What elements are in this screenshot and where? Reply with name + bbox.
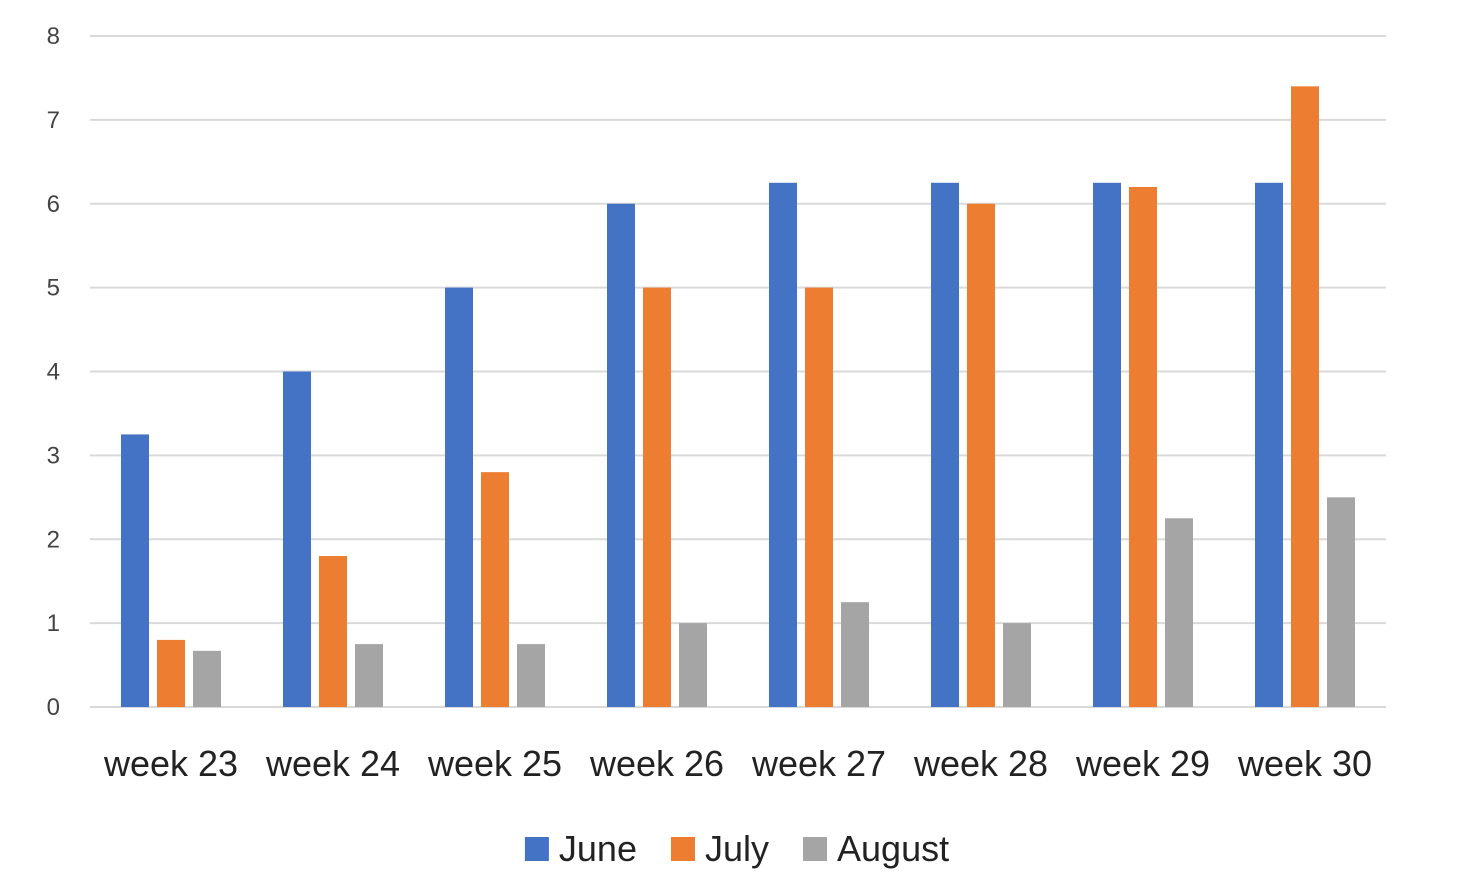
x-tick-label: week 23: [103, 743, 238, 784]
y-tick-label: 8: [47, 23, 60, 50]
legend-swatch: [803, 837, 828, 861]
bar-july-week-24: [319, 556, 347, 707]
legend-label: June: [559, 828, 637, 869]
x-tick-label: week 29: [1075, 743, 1210, 784]
bar-august-week-27: [841, 602, 869, 707]
bar-july-week-27: [805, 287, 833, 707]
bar-july-week-30: [1291, 86, 1319, 707]
y-tick-label: 1: [47, 610, 60, 637]
legend-swatch: [670, 837, 695, 861]
bar-june-week-30: [1255, 182, 1283, 707]
legend-label: August: [837, 828, 949, 869]
bar-august-week-29: [1165, 518, 1193, 707]
bar-june-week-26: [607, 203, 635, 707]
bar-july-week-28: [967, 203, 995, 707]
bar-august-week-24: [355, 644, 383, 707]
y-tick-label: 2: [47, 526, 60, 553]
x-axis-ticks: week 23 week 24 week 25 week 26 week 27 week …: [103, 743, 1372, 784]
x-tick-label: week 26: [589, 743, 724, 784]
y-tick-label: 6: [47, 191, 60, 218]
bar-august-week-28: [1003, 623, 1031, 707]
y-tick-label: 5: [47, 275, 60, 302]
legend-label: July: [705, 828, 769, 869]
bar-june-week-28: [931, 182, 959, 707]
x-tick-label: week 27: [751, 743, 886, 784]
y-tick-label: 3: [47, 442, 60, 469]
y-axis-ticks: 0 1 2 3 4 5 6 7 8: [47, 23, 60, 721]
x-tick-label: week 24: [265, 743, 400, 784]
x-tick-label: week 25: [427, 743, 562, 784]
x-tick-label: week 28: [913, 743, 1048, 784]
bar-august-week-25: [517, 644, 545, 707]
bar-august-week-23: [193, 650, 221, 707]
bars: [121, 86, 1355, 708]
y-tick-label: 7: [47, 107, 60, 134]
bar-june-week-25: [445, 287, 473, 707]
bar-july-week-25: [481, 472, 509, 707]
y-tick-label: 4: [47, 359, 60, 386]
bar-june-week-27: [769, 182, 797, 707]
bar-june-week-24: [283, 371, 311, 707]
bar-june-week-23: [121, 434, 149, 707]
bar-august-week-30: [1327, 497, 1355, 707]
legend-item-july: July: [670, 828, 769, 869]
bar-july-week-29: [1129, 186, 1157, 708]
y-tick-label: 0: [47, 694, 60, 721]
bar-july-week-26: [643, 287, 671, 707]
legend-item-june: June: [524, 828, 637, 869]
x-tick-label: week 30: [1237, 743, 1372, 784]
legend: June July August: [524, 828, 949, 869]
legend-swatch: [524, 837, 549, 861]
bar-august-week-26: [679, 623, 707, 707]
bar-july-week-23: [157, 639, 185, 707]
bar-june-week-29: [1093, 182, 1121, 707]
legend-item-august: August: [803, 828, 949, 869]
